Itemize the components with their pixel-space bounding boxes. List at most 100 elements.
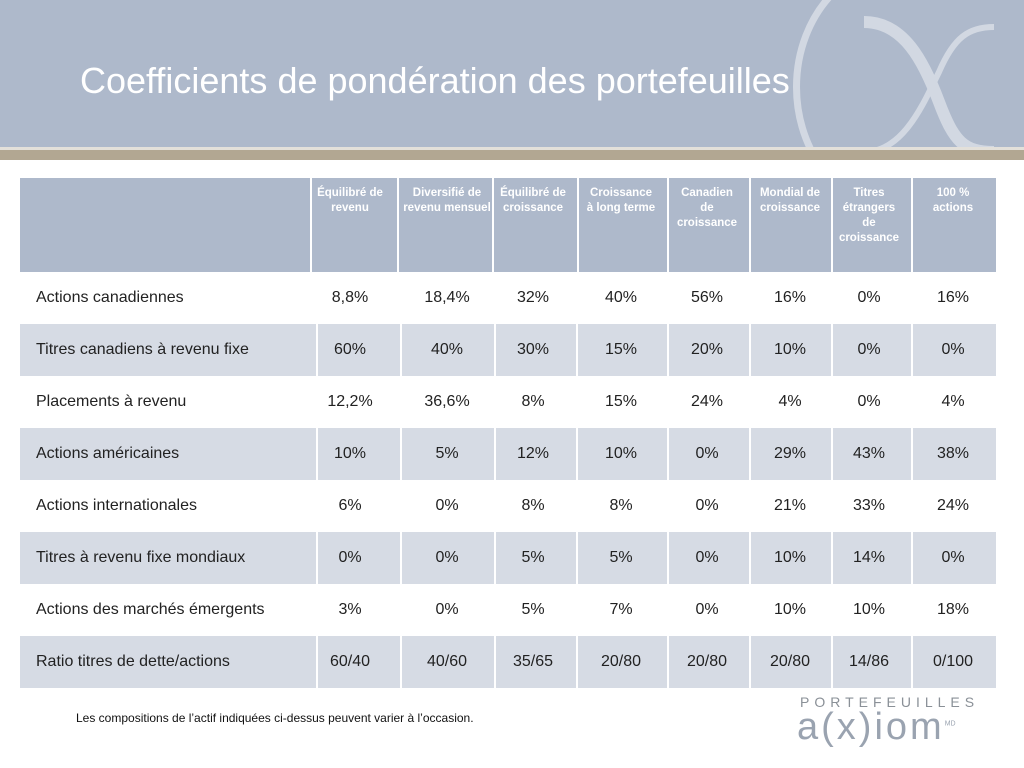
column-divider xyxy=(831,636,833,688)
row-label: Actions des marchés émergents xyxy=(36,601,265,618)
table-cell: 14/86 xyxy=(848,653,890,670)
column-divider xyxy=(494,532,496,584)
column-divider xyxy=(667,636,669,688)
column-header: Équilibré de revenu xyxy=(317,187,383,214)
title-divider-tan xyxy=(0,150,1024,160)
footnote: Les compositions de l’actif indiquées ci… xyxy=(76,711,474,725)
title-banner: Coefficients de pondération des portefeu… xyxy=(0,0,1024,147)
column-divider xyxy=(911,324,913,376)
axiom-logo: a(x)iomMD xyxy=(797,706,956,749)
column-divider xyxy=(911,636,913,688)
column-divider xyxy=(667,428,669,480)
table-cell: 4% xyxy=(941,393,965,410)
table-cell: 0% xyxy=(857,289,881,306)
x-logo-watermark xyxy=(793,0,995,147)
column-header: Mondial de croissance xyxy=(759,187,821,214)
logo-trademark: MD xyxy=(944,720,956,728)
column-divider xyxy=(831,532,833,584)
column-divider xyxy=(667,324,669,376)
table-cell: 8% xyxy=(609,497,633,514)
table-cell: 0% xyxy=(695,549,719,566)
table-cell: 0% xyxy=(695,445,719,462)
column-divider xyxy=(316,532,318,584)
table-cell: 60/40 xyxy=(329,653,371,670)
table-cell: 10% xyxy=(773,341,807,358)
table-cell: 35/65 xyxy=(512,653,554,670)
table-cell: 24% xyxy=(690,393,724,410)
table-cell: 20% xyxy=(690,341,724,358)
column-divider xyxy=(494,636,496,688)
column-divider xyxy=(576,324,578,376)
column-divider xyxy=(749,428,751,480)
row-label: Actions canadiennes xyxy=(36,289,184,306)
column-divider xyxy=(400,428,402,480)
logo-wordmark: a(x)iom xyxy=(797,706,945,748)
column-divider xyxy=(911,532,913,584)
table-row: Actions canadiennes 8,8% 18,4% 32% 40% 56% 16%… xyxy=(20,272,996,324)
table-cell: 12,2% xyxy=(327,393,373,410)
column-divider xyxy=(749,178,751,272)
table-cell: 0% xyxy=(435,601,459,618)
column-header: Croissance à long terme xyxy=(586,187,656,214)
table-cell: 33% xyxy=(852,497,886,514)
table-row: Actions américaines 10% 5% 12% 10% 0% 29% 43% 38… xyxy=(20,428,996,480)
table-cell: 0% xyxy=(941,549,965,566)
table-cell: 0% xyxy=(857,341,881,358)
column-header: Diversifié de revenu mensuel xyxy=(403,187,491,214)
column-divider xyxy=(911,178,913,272)
column-divider xyxy=(667,532,669,584)
table-cell: 29% xyxy=(773,445,807,462)
column-divider xyxy=(831,178,833,272)
column-divider xyxy=(831,324,833,376)
table-cell: 5% xyxy=(435,445,459,462)
table-cell: 14% xyxy=(852,549,886,566)
table-cell: 10% xyxy=(852,601,886,618)
table-cell: 18,4% xyxy=(424,289,470,306)
table-cell: 38% xyxy=(936,445,970,462)
table-row: Titres à revenu fixe mondiaux 0% 0% 5% 5% 0% 1… xyxy=(20,532,996,584)
column-divider xyxy=(492,178,494,272)
column-divider xyxy=(316,636,318,688)
table-cell: 40/60 xyxy=(426,653,468,670)
table-cell: 20/80 xyxy=(769,653,811,670)
table-cell: 40% xyxy=(430,341,464,358)
table-body: Actions canadiennes 8,8% 18,4% 32% 40% 56% 16%… xyxy=(20,272,996,688)
table-cell: 43% xyxy=(852,445,886,462)
column-divider xyxy=(397,178,399,272)
column-divider xyxy=(749,532,751,584)
row-label: Ratio titres de dette/actions xyxy=(36,653,230,670)
table-header-row: Équilibré de revenu Diversifié de revenu … xyxy=(20,178,996,272)
column-divider xyxy=(400,532,402,584)
table-cell: 0% xyxy=(857,393,881,410)
table-cell: 16% xyxy=(936,289,970,306)
column-divider xyxy=(576,428,578,480)
table-cell: 36,6% xyxy=(424,393,470,410)
column-divider xyxy=(911,428,913,480)
table-row: Actions internationales 6% 0% 8% 8% 0% 21% 33% 2… xyxy=(20,480,996,532)
table-cell: 10% xyxy=(773,601,807,618)
table-cell: 32% xyxy=(516,289,550,306)
column-divider xyxy=(316,324,318,376)
table-cell: 0% xyxy=(941,341,965,358)
column-divider xyxy=(316,428,318,480)
table-cell: 5% xyxy=(609,549,633,566)
table-cell: 20/80 xyxy=(686,653,728,670)
column-divider xyxy=(494,428,496,480)
table-row: Actions des marchés émergents 3% 0% 5% 7% 0% 1… xyxy=(20,584,996,636)
table-cell: 4% xyxy=(778,393,802,410)
column-header: Équilibré de croissance xyxy=(500,187,566,214)
column-divider xyxy=(310,178,312,272)
table-cell: 0% xyxy=(435,549,459,566)
table-cell: 0% xyxy=(695,497,719,514)
column-header: 100 % actions xyxy=(932,187,974,214)
row-label: Actions internationales xyxy=(36,497,197,514)
table-cell: 24% xyxy=(936,497,970,514)
table-cell: 10% xyxy=(333,445,367,462)
column-divider xyxy=(749,324,751,376)
table-cell: 21% xyxy=(773,497,807,514)
table-cell: 3% xyxy=(338,601,362,618)
column-header: Titres étrangers de croissance xyxy=(838,187,900,244)
table-cell: 20/80 xyxy=(600,653,642,670)
table-cell: 0% xyxy=(338,549,362,566)
table-cell: 56% xyxy=(690,289,724,306)
